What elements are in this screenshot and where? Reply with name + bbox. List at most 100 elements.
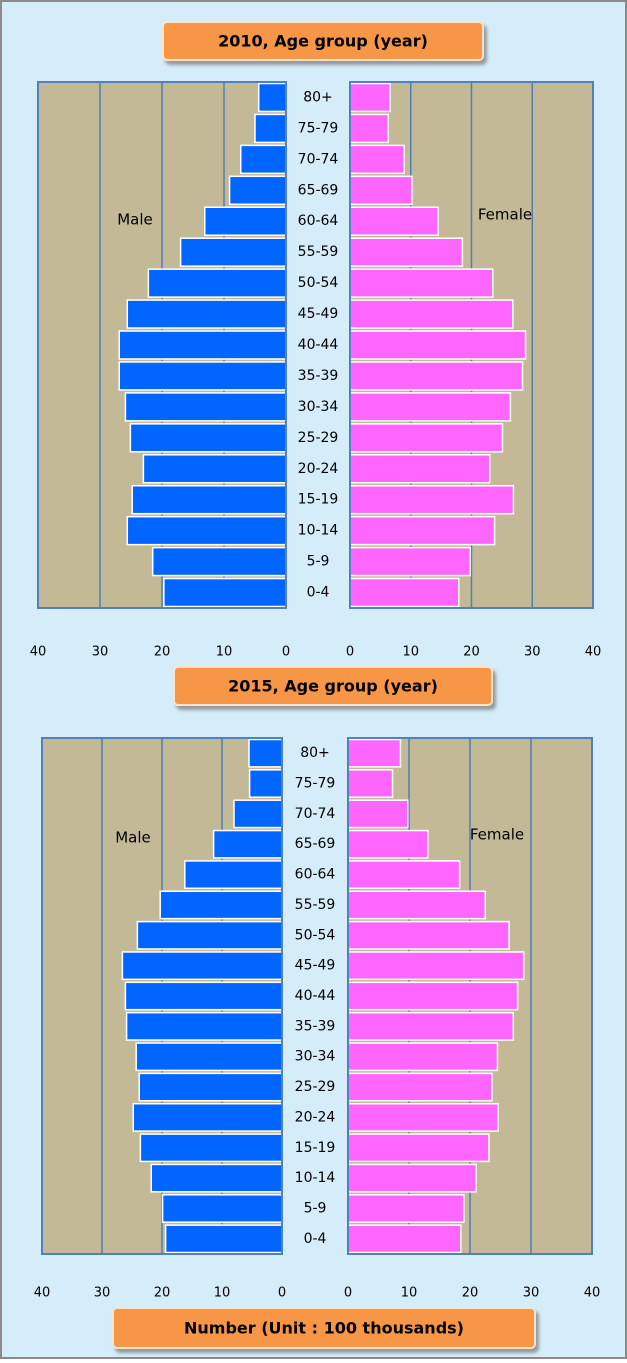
bar (132, 1102, 283, 1132)
bar (349, 175, 413, 206)
category-label: 40-44 (298, 337, 339, 353)
bar (159, 890, 283, 920)
bar (151, 546, 287, 577)
category-label: 45-49 (295, 958, 336, 974)
chart-title: Number (Unit : 100 thousands) (184, 1319, 464, 1338)
category-label: 50-54 (295, 927, 336, 943)
category-label: 20-24 (298, 461, 339, 477)
plot-border (347, 737, 593, 1255)
bar (184, 860, 283, 890)
category-label: 40-44 (295, 988, 336, 1004)
bar (179, 237, 287, 267)
bar (349, 546, 472, 577)
legend-label: Male (115, 829, 151, 847)
category-label: 15-19 (298, 492, 339, 508)
bar (349, 299, 514, 329)
bar (347, 951, 525, 981)
x-tick-label: 40 (585, 645, 602, 660)
bar (124, 392, 287, 422)
bar (126, 515, 287, 546)
x-tick-label: 20 (463, 645, 480, 660)
category-label: 65-69 (298, 182, 339, 198)
bar (347, 769, 394, 798)
x-tick-label: 40 (584, 1286, 601, 1301)
category-label: 55-59 (298, 244, 339, 260)
bar (349, 206, 439, 236)
x-tick-label: 0 (344, 1286, 352, 1301)
bar (118, 330, 287, 360)
bar (349, 577, 460, 608)
bar (131, 484, 287, 515)
bar (349, 82, 391, 113)
category-label: 65-69 (295, 836, 336, 852)
bar (124, 981, 283, 1011)
category-label: 80+ (300, 745, 330, 761)
bar (349, 113, 390, 144)
x-tick-label: 10 (216, 645, 233, 660)
bar (347, 890, 486, 920)
x-tick-label: 30 (523, 1286, 540, 1301)
category-label: 75-79 (298, 120, 339, 136)
legend-label: Female (470, 826, 524, 844)
bar (347, 1163, 477, 1193)
x-tick-label: 30 (524, 645, 541, 660)
category-label: 70-74 (298, 151, 339, 167)
bar (349, 454, 491, 484)
x-tick-label: 10 (401, 1286, 418, 1301)
bar (150, 1163, 283, 1193)
category-label: 20-24 (295, 1109, 336, 1125)
x-tick-label: 0 (278, 1286, 286, 1301)
bar (349, 268, 494, 298)
bar (347, 860, 461, 890)
category-label: 30-34 (295, 1049, 336, 1065)
x-tick-label: 30 (94, 1286, 111, 1301)
bar (248, 738, 283, 768)
bar (347, 1011, 515, 1041)
category-label: 5-9 (307, 554, 330, 570)
category-label: 25-29 (298, 430, 339, 446)
category-label: 45-49 (298, 306, 339, 322)
bar (349, 515, 496, 546)
bar (347, 981, 519, 1011)
bar (347, 799, 409, 829)
category-label: 75-79 (295, 776, 336, 792)
category-label: 25-29 (295, 1079, 336, 1095)
bar (347, 1072, 493, 1102)
plot-border (37, 81, 287, 609)
x-tick-label: 20 (154, 645, 171, 660)
bar (349, 392, 512, 422)
bar (142, 454, 287, 484)
x-tick-label: 0 (282, 645, 290, 660)
bar (212, 829, 283, 859)
x-tick-label: 20 (462, 1286, 479, 1301)
bar (233, 799, 283, 829)
title-button (112, 1307, 536, 1349)
bar (347, 920, 510, 950)
plot-border (41, 737, 283, 1255)
category-label: 60-64 (298, 213, 339, 229)
bar (118, 361, 287, 391)
legend-label: Female (478, 206, 532, 224)
bar (347, 829, 429, 859)
legend-label: Male (117, 211, 153, 229)
category-label: 30-34 (298, 399, 339, 415)
bar (347, 1133, 490, 1163)
x-tick-label: 40 (34, 1286, 51, 1301)
bar (121, 951, 283, 981)
x-tick-label: 0 (346, 645, 354, 660)
bar (164, 1224, 283, 1254)
category-label: 0-4 (307, 585, 330, 601)
bar (161, 1194, 283, 1223)
x-tick-label: 10 (214, 1286, 231, 1301)
category-label: 60-64 (295, 867, 336, 883)
bar (136, 920, 283, 950)
bar (349, 484, 515, 515)
category-label: 50-54 (298, 275, 339, 291)
bar (347, 1102, 499, 1132)
x-tick-label: 40 (30, 645, 47, 660)
bar (129, 423, 287, 453)
category-label: 10-14 (295, 1170, 336, 1186)
bar (139, 1133, 283, 1163)
